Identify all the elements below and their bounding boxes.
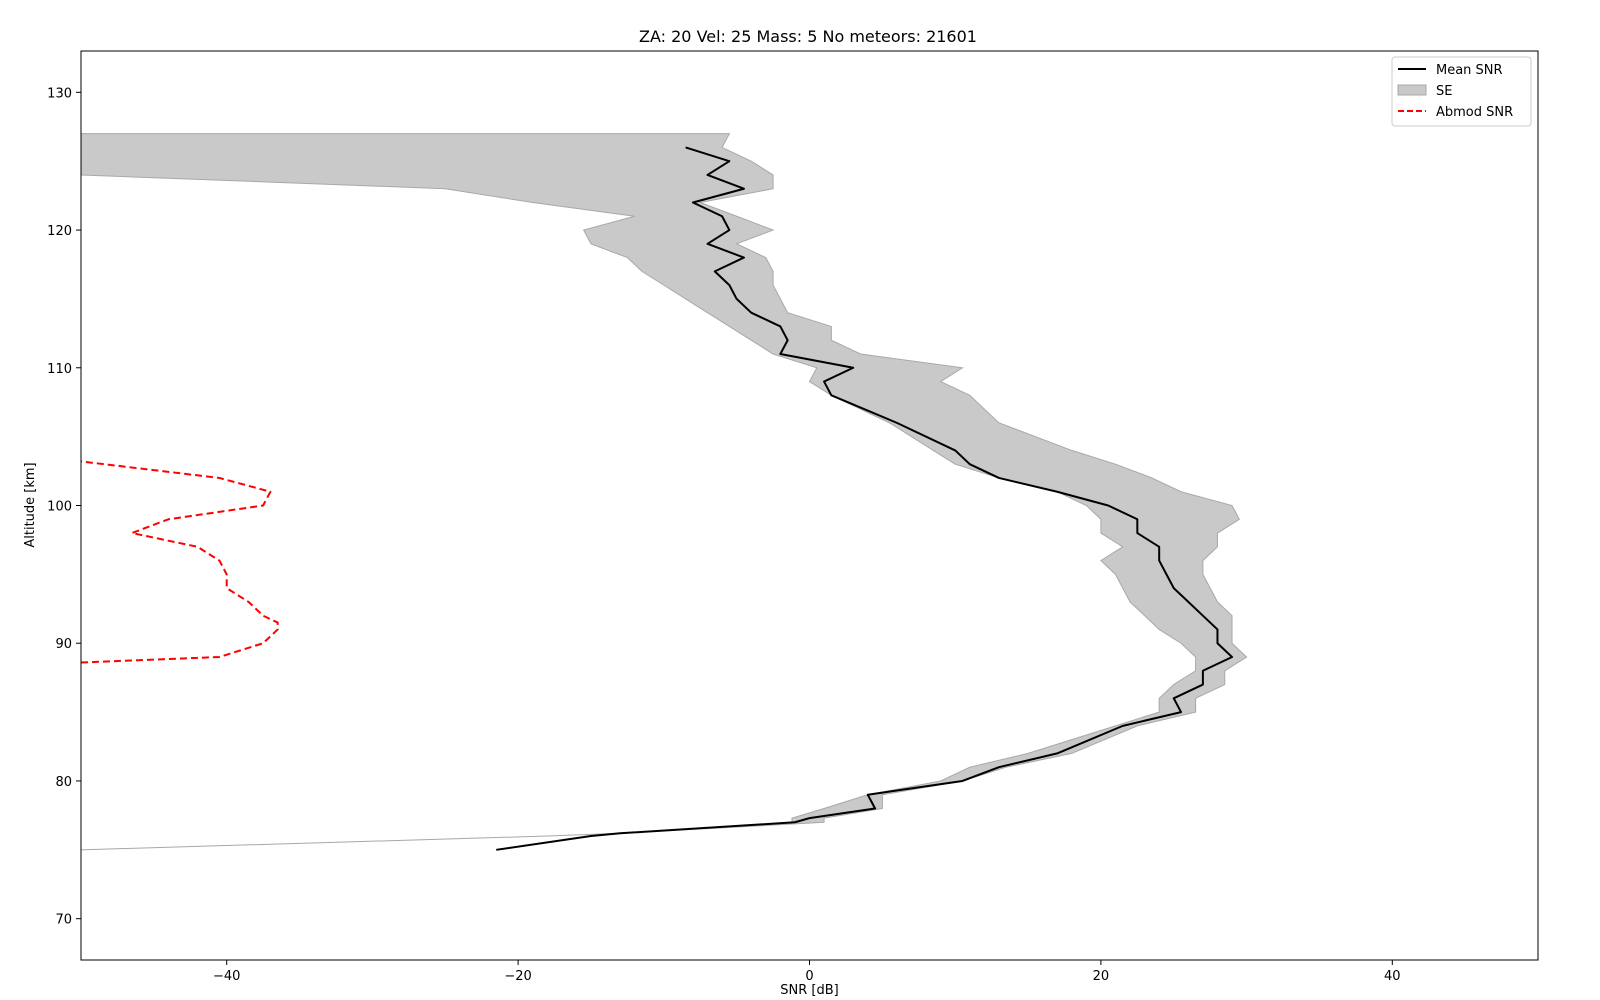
x-tick-label: −20 [504, 969, 531, 984]
se-band [81, 133, 1248, 851]
legend-label: Abmod SNR [1436, 105, 1513, 120]
y-axis: 70 80 90 100 110 120 130 [47, 86, 81, 928]
plot-frame [80, 50, 1539, 961]
x-tick-label: −40 [213, 969, 240, 984]
legend: Mean SNR SE Abmod SNR [1391, 56, 1532, 127]
y-tick-label: 90 [55, 637, 72, 652]
x-tick-label: 40 [1384, 969, 1401, 984]
x-axis: −40 −20 0 20 40 [213, 960, 1401, 984]
y-tick-label: 130 [47, 86, 72, 101]
y-tick-label: 110 [47, 362, 72, 377]
y-tick-label: 80 [55, 775, 72, 790]
x-tick-label: 0 [805, 969, 813, 984]
legend-box [1391, 56, 1532, 127]
x-axis-label: SNR [dB] [780, 983, 838, 998]
legend-label: Mean SNR [1436, 63, 1503, 78]
legend-label: SE [1436, 84, 1452, 99]
chart-title: ZA: 20 Vel: 25 Mass: 5 No meteors: 21601 [639, 27, 977, 46]
abmod-snr-line [81, 460, 279, 664]
y-axis-label: Altitude [km] [23, 462, 38, 547]
y-tick-label: 70 [55, 913, 72, 928]
legend-swatch [1397, 84, 1427, 96]
x-tick-label: 20 [1093, 969, 1110, 984]
y-tick-label: 100 [47, 500, 72, 515]
mean-snr-line [496, 146, 1234, 851]
series-layer [81, 133, 1248, 851]
y-tick-label: 120 [47, 224, 72, 239]
